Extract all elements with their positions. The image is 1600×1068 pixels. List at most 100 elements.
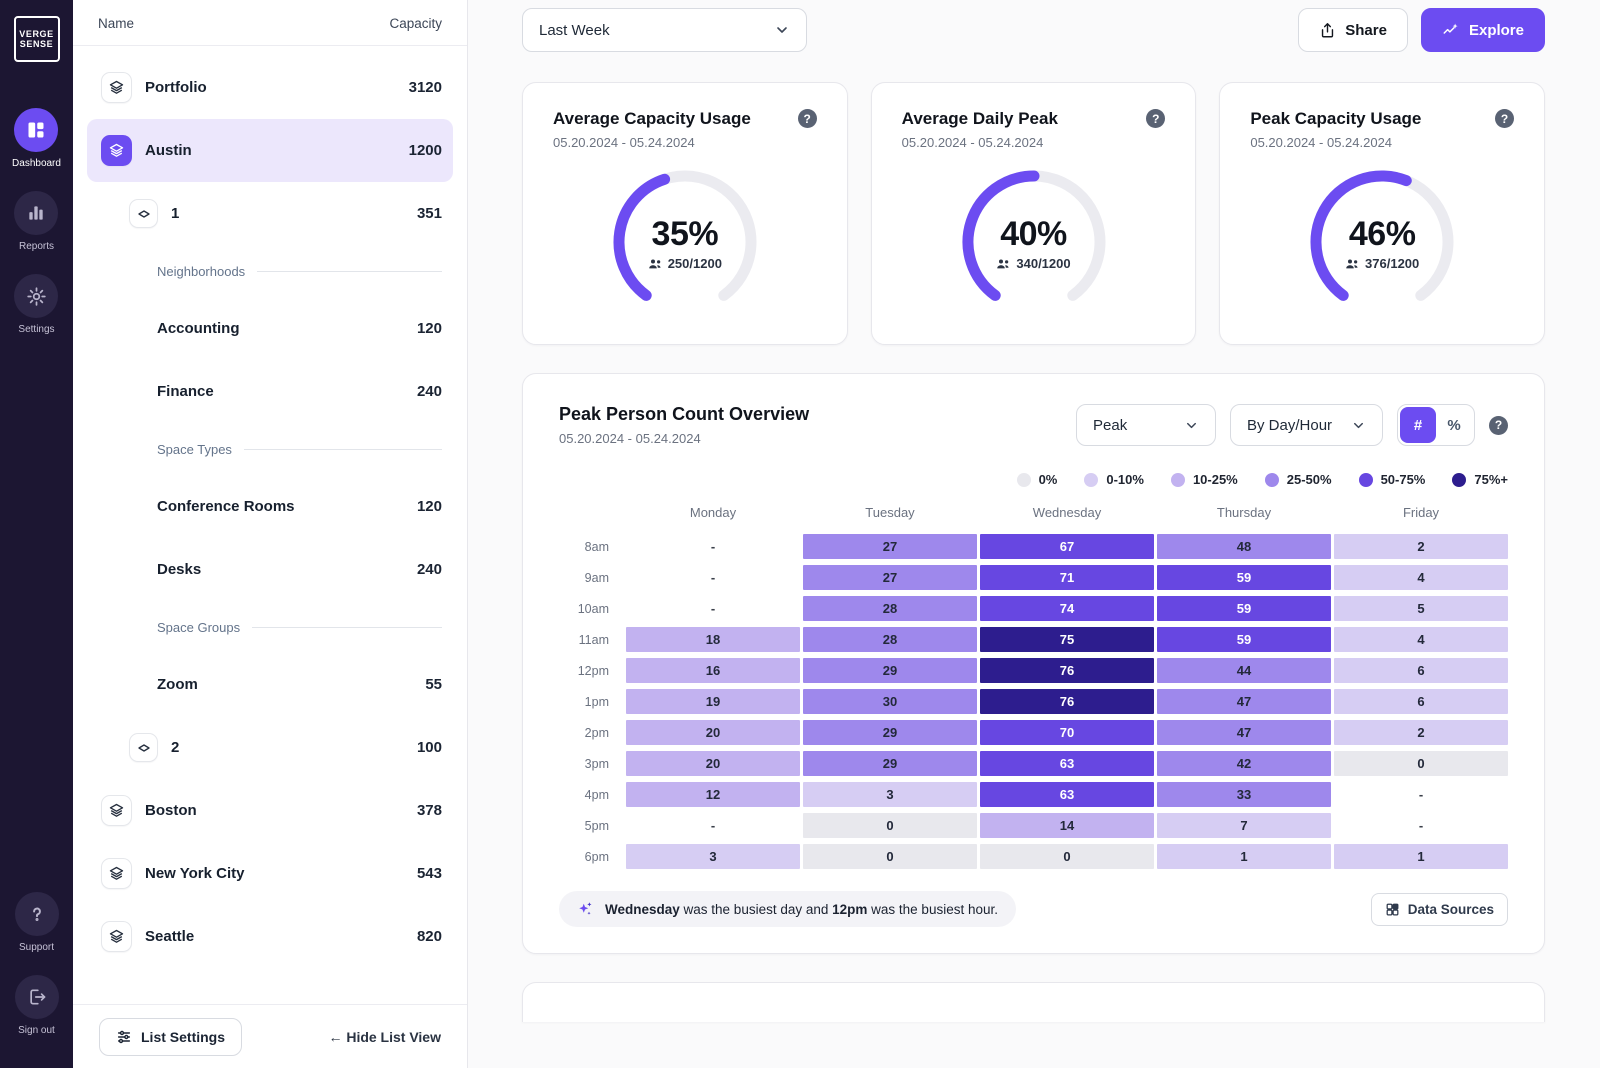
arrow-left-icon: ←	[328, 1028, 343, 1045]
unit-toggle-count[interactable]: #	[1400, 407, 1436, 443]
row-capacity: 820	[416, 928, 442, 945]
nav-item-settings[interactable]: Settings	[12, 274, 61, 335]
help-icon[interactable]: ?	[1495, 109, 1515, 128]
capacity-gauge: 46% 376/1200	[1302, 162, 1462, 322]
heatmap-cell-wednesday-10am: 74	[980, 596, 1154, 621]
unit-toggle: # %	[1397, 404, 1475, 446]
main-content: Last Week Share	[468, 0, 1600, 1068]
list-row-portfolio[interactable]: Portfolio 3120	[87, 56, 453, 119]
time-row-label-10am: 10am	[577, 601, 609, 616]
gauge-percent: 35%	[651, 215, 719, 253]
nav-item-sign-out[interactable]: Sign out	[14, 975, 59, 1036]
heatmap-cell-monday-5pm: -	[710, 818, 716, 833]
heatmap-legend: 0% 0-10% 10-25% 25-50% 50-75% 75%+	[559, 472, 1508, 487]
capacity-gauge: 35% 250/1200	[605, 162, 765, 322]
heatmap-title: Peak Person Count Overview	[559, 404, 810, 424]
heatmap-cell-friday-10am: 5	[1334, 596, 1508, 621]
list-row-conference-rooms[interactable]: Conference Rooms 120	[87, 475, 453, 538]
time-row-label-3pm: 3pm	[584, 756, 609, 771]
heatmap-cell-monday-11am: 18	[626, 627, 800, 652]
row-name: Conference Rooms	[157, 498, 295, 515]
list-row-accounting[interactable]: Accounting 120	[87, 297, 453, 360]
list-row-finance[interactable]: Finance 240	[87, 360, 453, 423]
share-button[interactable]: Share	[1298, 8, 1408, 52]
row-capacity: 1200	[408, 142, 442, 159]
heatmap-cell-tuesday-12pm: 29	[803, 658, 977, 683]
help-icon[interactable]: ?	[1489, 415, 1508, 435]
kpi-title: Peak Capacity Usage	[1250, 109, 1422, 128]
heatmap-cell-friday-6pm: 1	[1334, 844, 1508, 869]
data-sources-button[interactable]: Data Sources	[1370, 892, 1508, 926]
heatmap-cell-thursday-4pm: 33	[1157, 782, 1331, 807]
heatmap-cell-tuesday-2pm: 29	[803, 720, 977, 745]
list-footer: List Settings ← Hide List View	[73, 1004, 467, 1068]
list-section-neighborhoods: Neighborhoods	[87, 245, 453, 297]
heatmap-cell-wednesday-9am: 71	[980, 565, 1154, 590]
hide-list-view-link[interactable]: ← Hide List View	[328, 1029, 441, 1045]
metric-select[interactable]: Peak	[1076, 404, 1216, 446]
heatmap-cell-wednesday-5pm: 14	[980, 813, 1154, 838]
nav-item-label: Settings	[18, 324, 55, 335]
heatmap-cell-thursday-3pm: 42	[1157, 751, 1331, 776]
chevron-down-icon	[1184, 418, 1199, 433]
space-list: Portfolio 3120 Austin 1200 1 351 Neighborhoods…	[73, 46, 467, 1004]
heatmap-cell-tuesday-11am: 28	[803, 627, 977, 652]
list-row-zoom[interactable]: Zoom 55	[87, 653, 453, 716]
heatmap-cell-tuesday-6pm: 0	[803, 844, 977, 869]
help-icon[interactable]: ?	[797, 109, 817, 128]
unit-toggle-percent[interactable]: %	[1447, 416, 1461, 434]
time-row-label-11am: 11am	[578, 632, 609, 647]
kpi-card-row: Average Capacity Usage 05.20.2024 - 05.24…	[522, 82, 1546, 345]
nav-item-reports[interactable]: Reports	[12, 191, 61, 252]
reports-icon	[26, 203, 46, 223]
legend-label: 10-25%	[1192, 472, 1238, 487]
gauge-ratio-value: 250/1200	[667, 256, 722, 271]
legend-label: 75%+	[1474, 472, 1508, 487]
help-icon[interactable]: ?	[1146, 109, 1166, 128]
nav-item-dashboard[interactable]: Dashboard	[12, 108, 61, 169]
heatmap-cell-monday-10am: -	[710, 601, 716, 616]
list-row-new-york-city[interactable]: New York City 543	[87, 842, 453, 905]
nav-item-support[interactable]: Support	[14, 892, 59, 953]
heatmap-cell-thursday-11am: 59	[1157, 627, 1331, 652]
people-icon	[996, 258, 1011, 270]
list-row-1[interactable]: 1 351	[87, 182, 453, 245]
heatmap-cell-friday-12pm: 6	[1334, 658, 1508, 683]
list-row-2[interactable]: 2 100	[87, 716, 453, 779]
list-row-austin[interactable]: Austin 1200	[87, 119, 453, 182]
row-capacity: 378	[416, 802, 442, 819]
layers-icon	[108, 79, 125, 96]
heatmap-cell-tuesday-3pm: 29	[803, 751, 977, 776]
heatmap-cell-thursday-8am: 48	[1157, 534, 1331, 559]
legend-item-50-75: 50-75%	[1358, 472, 1425, 487]
row-name: Boston	[145, 802, 197, 819]
heatmap-cell-friday-8am: 2	[1334, 534, 1508, 559]
row-capacity: 100	[416, 739, 442, 756]
explore-sparkle-icon	[1442, 21, 1460, 39]
row-name: 1	[171, 205, 180, 222]
space-list-panel: Name Capacity Portfolio 3120 Austin 1200 1 35…	[73, 0, 468, 1068]
list-row-boston[interactable]: Boston 378	[87, 779, 453, 842]
nav-item-label: Reports	[18, 241, 54, 252]
chevron-down-icon	[1351, 418, 1366, 433]
section-divider	[243, 448, 442, 450]
section-label: Space Types	[157, 441, 232, 457]
heatmap-cell-thursday-5pm: 7	[1157, 813, 1331, 838]
legend-dot	[1170, 472, 1185, 487]
heatmap-cell-wednesday-12pm: 76	[980, 658, 1154, 683]
share-icon	[1319, 22, 1336, 39]
list-row-seattle[interactable]: Seattle 820	[87, 905, 453, 968]
heatmap-cell-monday-3pm: 20	[626, 751, 800, 776]
kpi-card-average-capacity-usage: Average Capacity Usage 05.20.2024 - 05.24…	[522, 82, 848, 345]
groupby-select[interactable]: By Day/Hour	[1230, 404, 1383, 446]
list-row-desks[interactable]: Desks 240	[87, 538, 453, 601]
row-name: New York City	[145, 865, 245, 882]
insight-text: Wednesday was the busiest day and 12pm w…	[605, 901, 998, 917]
gauge-ratio-value: 340/1200	[1016, 256, 1071, 271]
time-range-select[interactable]: Last Week	[522, 8, 807, 52]
time-row-label-12pm: 12pm	[577, 663, 609, 678]
list-settings-button[interactable]: List Settings	[99, 1017, 243, 1056]
explore-button[interactable]: Explore	[1420, 8, 1545, 52]
section-divider	[252, 626, 442, 628]
share-label: Share	[1345, 21, 1387, 39]
